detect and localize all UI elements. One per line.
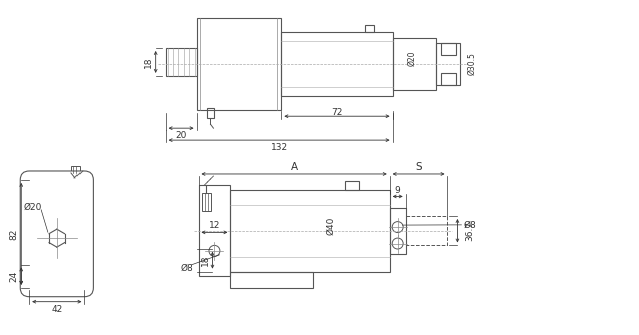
Text: Ø20: Ø20 (24, 202, 42, 211)
Text: 12: 12 (209, 221, 220, 230)
Text: Ø8: Ø8 (463, 220, 476, 229)
Bar (365, 24, 374, 31)
Bar (197, 18, 281, 110)
Bar (406, 216, 447, 246)
FancyBboxPatch shape (20, 171, 93, 297)
Text: 24: 24 (10, 270, 19, 282)
Text: 72: 72 (331, 108, 343, 117)
Bar (199, 185, 231, 276)
Bar (436, 43, 461, 85)
Text: Ø8: Ø8 (180, 264, 193, 273)
Bar (281, 31, 392, 96)
Text: 36.7: 36.7 (465, 221, 474, 241)
Text: 18: 18 (144, 56, 153, 68)
Text: Ø20: Ø20 (408, 51, 417, 66)
Bar (231, 190, 390, 272)
Text: 42: 42 (51, 305, 63, 314)
Text: 18: 18 (201, 254, 210, 266)
Text: 132: 132 (270, 143, 288, 151)
Text: A: A (291, 162, 298, 172)
Text: 20: 20 (175, 131, 187, 140)
Text: 9: 9 (395, 186, 401, 195)
Bar (345, 181, 359, 190)
Text: S: S (415, 162, 422, 172)
Bar (390, 208, 406, 254)
Bar (166, 48, 197, 76)
Bar (231, 272, 313, 287)
Text: Ø30.5: Ø30.5 (468, 53, 477, 75)
Text: 82: 82 (10, 228, 19, 240)
Bar (441, 43, 456, 55)
Bar (203, 193, 212, 211)
Bar (441, 73, 456, 85)
Bar (208, 108, 215, 118)
Bar (392, 38, 436, 90)
Bar (71, 166, 80, 173)
Text: Ø40: Ø40 (327, 217, 335, 235)
